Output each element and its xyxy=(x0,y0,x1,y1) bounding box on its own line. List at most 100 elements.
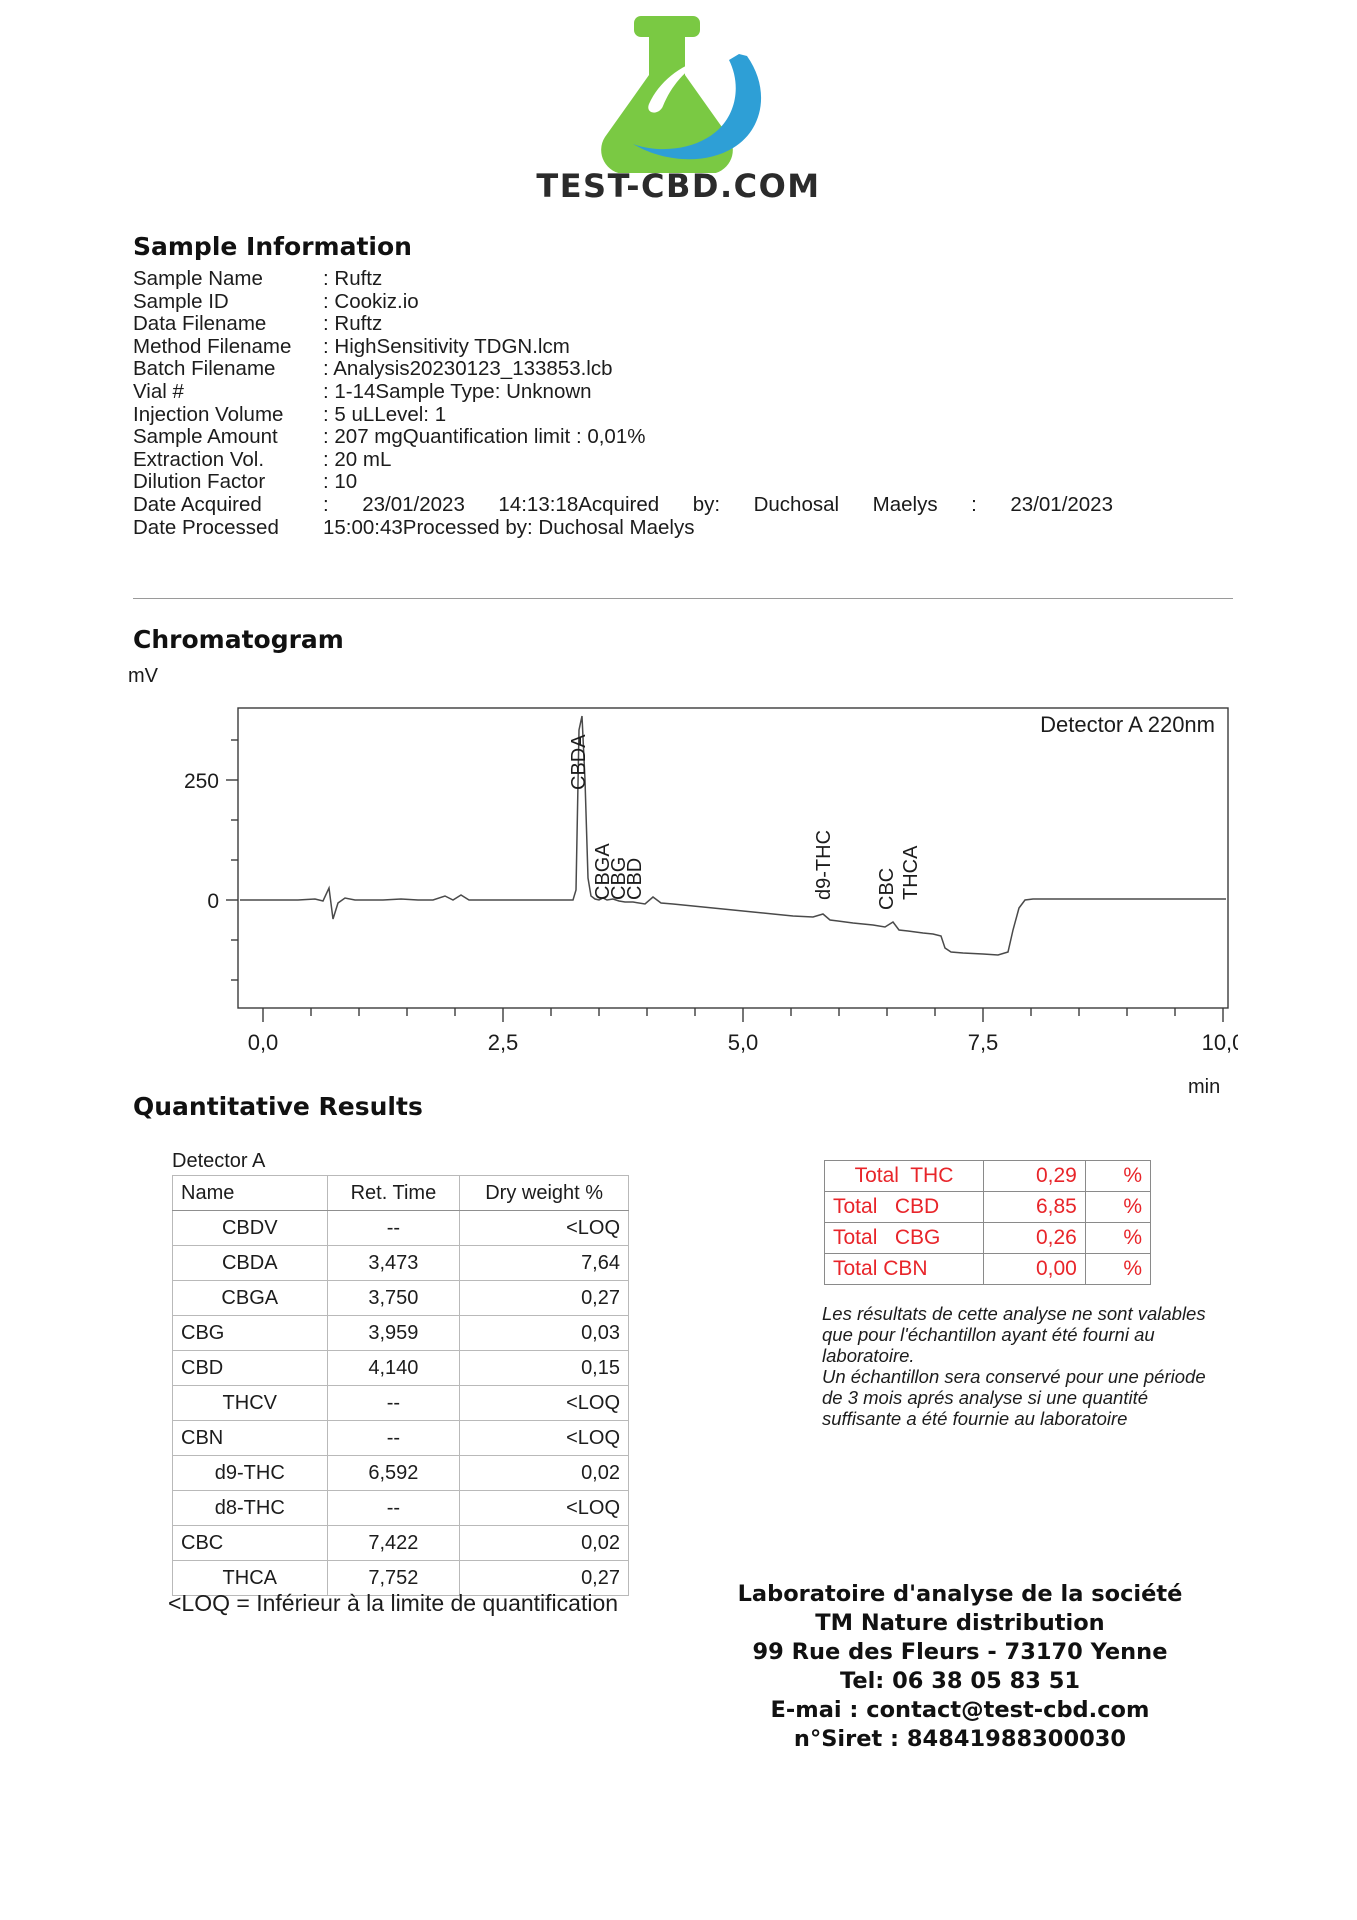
table-row: CBDV -- <LOQ xyxy=(172,1210,629,1246)
cell-retention-time: -- xyxy=(326,1385,461,1421)
cell-dry-weight: 0,02 xyxy=(459,1525,629,1561)
totals-unit: % xyxy=(1084,1160,1152,1192)
svg-text:2,5: 2,5 xyxy=(488,1030,519,1055)
cell-dry-weight: <LOQ xyxy=(459,1385,629,1421)
table-row: d9-THC 6,592 0,02 xyxy=(172,1455,629,1491)
info-label: Extraction Vol. xyxy=(133,447,265,471)
svg-text:CBC: CBC xyxy=(876,868,898,910)
cell-analyte-name: CBDA xyxy=(172,1245,328,1281)
column-header-dryweight: Dry weight % xyxy=(459,1175,629,1211)
section-divider xyxy=(133,598,1233,599)
totals-label: Total CBN xyxy=(824,1253,984,1285)
info-value: : HighSensitivity TDGN.lcm xyxy=(323,334,570,358)
chromatogram-heading: Chromatogram xyxy=(133,625,344,654)
info-label: Injection Volume xyxy=(133,402,284,426)
info-row: Injection Volume : 5 uLLevel: 1 xyxy=(133,402,1233,427)
cell-retention-time: -- xyxy=(326,1490,461,1526)
cell-retention-time: 4,140 xyxy=(326,1350,461,1386)
totals-label: Total CBD xyxy=(824,1191,984,1223)
cell-analyte-name: CBGA xyxy=(172,1280,328,1316)
svg-text:5,0: 5,0 xyxy=(728,1030,759,1055)
chromatogram-x-unit: min xyxy=(1188,1076,1221,1098)
quantitative-results-heading: Quantitative Results xyxy=(133,1092,423,1121)
svg-text:0,0: 0,0 xyxy=(248,1030,279,1055)
date-acquired-row: Date Acquired : 23/01/2023 14:13:18Acqui… xyxy=(133,492,1233,517)
date-processed-value: 15:00:43Processed by: Duchosal Maelys xyxy=(323,515,695,539)
date-acquired-value: : 23/01/2023 14:13:18Acquired by: Duchos… xyxy=(323,492,1113,516)
totals-table: Total THC 0,29% Total CBD 6,85% Total CBG 0,2… xyxy=(824,1160,1152,1285)
detector-label: Detector A xyxy=(172,1150,266,1172)
footer-line: 99 Rue des Fleurs - 73170 Yenne xyxy=(752,1639,1168,1665)
cell-retention-time: 3,959 xyxy=(326,1315,461,1351)
svg-text:d9-THC: d9-THC xyxy=(813,830,835,900)
table-row: CBD 4,140 0,15 xyxy=(172,1350,629,1386)
laboratory-footer: Laboratoire d'analyse de la société TM Na… xyxy=(710,1580,1210,1754)
info-label: Dilution Factor xyxy=(133,470,266,494)
cell-retention-time: 7,752 xyxy=(326,1560,461,1596)
info-row: Batch Filename : Analysis20230123_133853… xyxy=(133,358,1233,381)
cell-analyte-name: CBC xyxy=(172,1525,328,1561)
svg-text:CBDA: CBDA xyxy=(568,734,590,790)
svg-text:7,5: 7,5 xyxy=(968,1030,999,1055)
totals-row: Total THC 0,29% xyxy=(824,1160,1152,1192)
info-value: : Ruftz xyxy=(323,267,383,290)
cell-dry-weight: 0,15 xyxy=(459,1350,629,1386)
svg-text:10,0: 10,0 xyxy=(1202,1030,1238,1055)
cell-dry-weight: 0,02 xyxy=(459,1455,629,1491)
svg-text:Detector A 220nm: Detector A 220nm xyxy=(1040,712,1215,737)
brand-name: TEST-CBD.COM xyxy=(536,167,821,205)
column-header-name: Name xyxy=(172,1175,328,1211)
cell-dry-weight: <LOQ xyxy=(459,1490,629,1526)
svg-text:CBD: CBD xyxy=(624,858,646,900)
info-value: : 20 mL xyxy=(323,447,392,471)
date-acquired-label: Date Acquired xyxy=(133,492,262,516)
table-row: d8-THC -- <LOQ xyxy=(172,1490,629,1526)
svg-text:CBGA: CBGA xyxy=(592,843,614,900)
info-row: Sample Amount : 207 mgQuantification lim… xyxy=(133,426,1233,449)
footer-line: E-mai : contact@test-cbd.com xyxy=(770,1697,1150,1723)
info-row: Dilution Factor : 10 xyxy=(133,471,1233,494)
cell-retention-time: -- xyxy=(326,1210,461,1246)
totals-unit: % xyxy=(1084,1222,1152,1254)
cell-dry-weight: <LOQ xyxy=(459,1420,629,1456)
sample-information-list: Sample Name : Ruftz Sample ID : Cookiz.i… xyxy=(133,267,1233,540)
column-header-rettime: Ret. Time xyxy=(326,1175,461,1211)
date-processed-label: Date Processed xyxy=(133,515,279,539)
cell-analyte-name: CBDV xyxy=(172,1210,328,1246)
info-row: Data Filename : Ruftz xyxy=(133,313,1233,336)
info-label: Vial # xyxy=(133,379,184,403)
sample-information-heading: Sample Information xyxy=(133,232,412,261)
footer-line: TM Nature distribution xyxy=(815,1610,1105,1636)
info-value: : Ruftz xyxy=(323,312,383,336)
loq-note: <LOQ = Inférieur à la limite de quantifi… xyxy=(168,1590,619,1616)
footer-line: Tel: 06 38 05 83 51 xyxy=(839,1668,1081,1694)
cell-retention-time: 3,750 xyxy=(326,1280,461,1316)
totals-label: Total THC xyxy=(824,1160,984,1192)
table-row: THCV -- <LOQ xyxy=(172,1385,629,1421)
info-value: : 10 xyxy=(323,470,358,494)
cell-analyte-name: CBG xyxy=(172,1315,328,1351)
cell-analyte-name: CBN xyxy=(172,1420,328,1456)
svg-text:CBG: CBG xyxy=(608,857,630,900)
disclaimer-line: Les résultats de cette analyse ne sont v… xyxy=(822,1303,1206,1366)
totals-label: Total CBG xyxy=(824,1222,984,1254)
info-label: Sample Name xyxy=(133,267,263,290)
svg-text:250: 250 xyxy=(184,770,219,793)
cell-retention-time: 3,473 xyxy=(326,1245,461,1281)
date-processed-row: Date Processed 15:00:43Processed by: Duc… xyxy=(133,515,1233,540)
info-label: Method Filename xyxy=(133,334,292,358)
info-label: Data Filename xyxy=(133,312,267,336)
cell-analyte-name: THCV xyxy=(172,1385,328,1421)
disclaimer-text: Les résultats de cette analyse ne sont v… xyxy=(822,1303,1222,1429)
cell-analyte-name: d8-THC xyxy=(172,1490,328,1526)
info-value: : Cookiz.io xyxy=(323,289,419,313)
table-row: THCA 7,752 0,27 xyxy=(172,1560,629,1596)
totals-row: Total CBG 0,26% xyxy=(824,1222,1152,1254)
cell-analyte-name: THCA xyxy=(172,1560,328,1596)
cell-analyte-name: CBD xyxy=(172,1350,328,1386)
footer-line: n°Siret : 84841988300030 xyxy=(793,1726,1127,1752)
info-row: Vial # : 1-14Sample Type: Unknown xyxy=(133,379,1233,404)
cell-dry-weight: 0,27 xyxy=(459,1280,629,1316)
cell-retention-time: -- xyxy=(326,1420,461,1456)
